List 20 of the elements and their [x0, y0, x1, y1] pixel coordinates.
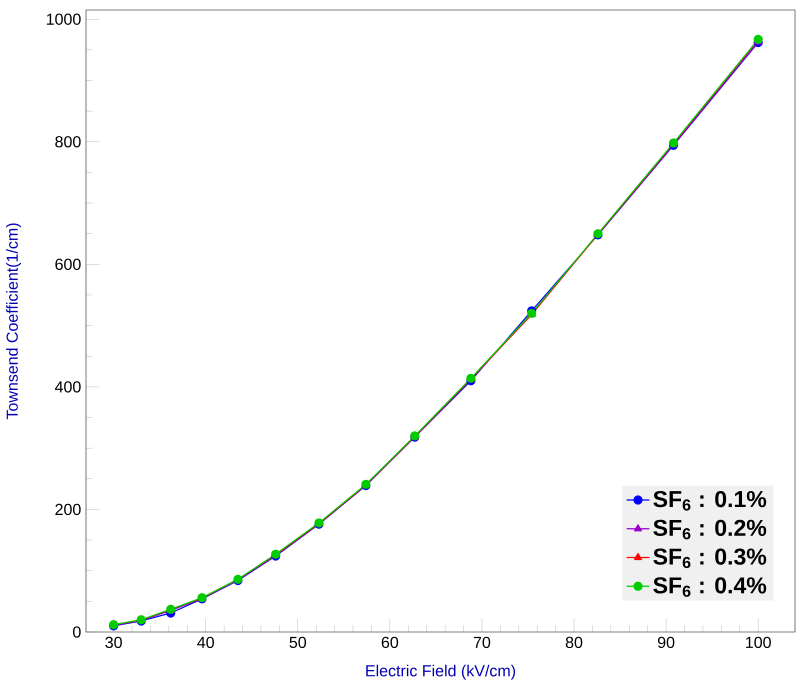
x-tick-label: 100	[746, 636, 771, 648]
x-tick-label: 60	[382, 636, 398, 648]
y-tick-label: 600	[55, 258, 81, 270]
x-tick-label: 80	[566, 636, 582, 648]
x-tick-label: 50	[290, 636, 306, 648]
x-axis-title: Electric Field (kV/cm)	[366, 664, 516, 680]
y-tick-label: 0	[73, 626, 81, 638]
legend-label: SF$_{6}$ : 0.2%	[653, 520, 766, 540]
y-tick-label: 800	[55, 136, 81, 148]
legend-label: SF$_{6}$ : 0.1%	[653, 490, 766, 511]
x-tick-label: 90	[658, 636, 674, 648]
x-tick-label: 40	[197, 636, 214, 648]
x-tick-label: 30	[105, 636, 122, 648]
y-axis-title: Townsend Coefficient(1/cm)	[6, 223, 22, 420]
legend-label: SF$_{6}$ : 0.4%	[653, 577, 766, 597]
y-tick-label: 200	[55, 504, 81, 516]
y-tick-label: 1000	[46, 14, 81, 25]
y-tick-label: 400	[54, 381, 81, 393]
x-tick-label: 70	[474, 636, 490, 648]
legend-label: SF$_{6}$ : 0.3%	[653, 548, 766, 568]
